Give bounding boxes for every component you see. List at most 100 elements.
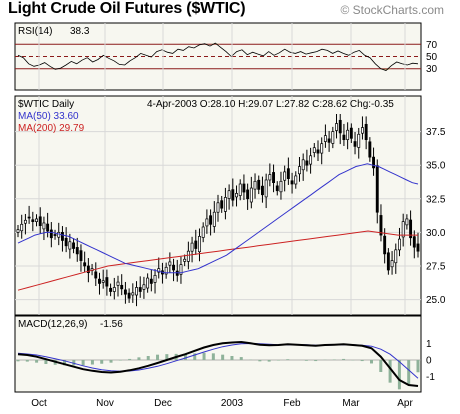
candle-body [27, 216, 31, 219]
candle-body [346, 129, 350, 141]
x-axis: Oct Nov Dec 2003 Feb Mar Apr [31, 398, 413, 409]
candle-body [60, 232, 64, 241]
candle-body [138, 287, 142, 292]
candle-body [305, 160, 309, 166]
candle-body [383, 235, 387, 255]
candle-body [153, 275, 157, 283]
candle-body [364, 123, 368, 141]
candle-body [72, 242, 76, 249]
candle-body [68, 241, 72, 250]
candle-body [116, 281, 120, 286]
candle-body [338, 119, 342, 134]
rsi-tick-label: 70 [426, 40, 438, 51]
candle-body [212, 211, 216, 227]
candle-body [149, 278, 153, 284]
price-tick-label: 27.5 [426, 261, 446, 272]
macd-tick-label: -1 [426, 372, 435, 383]
candle-body [290, 180, 294, 185]
candle-body [405, 218, 409, 226]
candle-body [309, 155, 313, 165]
candle-body [238, 183, 242, 196]
candle-body [249, 187, 253, 203]
candle-body [31, 219, 35, 222]
candle-body [38, 216, 42, 227]
candle-body [286, 168, 290, 179]
candle-body [79, 250, 83, 261]
candle-body [53, 234, 57, 236]
candle-body [353, 141, 357, 147]
candle-body [209, 215, 213, 225]
candle-body [398, 238, 401, 251]
candle-body [49, 229, 53, 239]
candle-body [360, 127, 364, 134]
candle-body [35, 218, 38, 222]
ma50-legend: MA(50) 33.60 [18, 111, 79, 122]
candle-body [409, 219, 413, 239]
x-tick-label: Dec [154, 398, 172, 409]
candle-body [312, 147, 316, 153]
candle-body [227, 190, 231, 199]
macd-value: -1.56 [100, 319, 123, 330]
brand-watermark: © StockCharts.com [340, 3, 444, 17]
rsi-tick-label: 30 [426, 64, 438, 75]
macd-tick-label: 0 [426, 356, 432, 367]
candle-body [175, 270, 179, 276]
candle-body [109, 287, 113, 292]
candle-body [412, 236, 416, 248]
candle-body [372, 156, 376, 169]
candle-body [253, 180, 257, 190]
candle-body [164, 266, 168, 275]
candle-body [264, 179, 268, 198]
candle-body [127, 292, 131, 299]
quote-line: 4-Apr-2003 O:28.10 H:29.07 L:27.82 C:28.… [147, 99, 394, 110]
candle-body [235, 193, 238, 198]
candle-body [368, 141, 372, 158]
rsi-tick-label: 50 [426, 52, 438, 63]
candle-body [401, 221, 405, 238]
candle-body [46, 223, 50, 232]
candle-body [327, 138, 331, 143]
macd-line [17, 340, 419, 387]
x-tick-label: Nov [96, 398, 114, 409]
candle-body [342, 134, 346, 141]
candle-body [231, 189, 235, 201]
candle-body [146, 277, 150, 289]
candle-body [94, 271, 98, 279]
candle-body [316, 149, 320, 154]
price-tick-label: 37.5 [426, 127, 446, 138]
candle-body [223, 197, 227, 212]
candle-body [172, 264, 176, 271]
candle-body [75, 247, 79, 255]
candle-body [257, 179, 261, 190]
ma200-line [17, 230, 418, 291]
candle-body [83, 262, 87, 267]
candle-body [279, 180, 283, 193]
candle-body [298, 166, 301, 175]
candle-body [142, 284, 146, 290]
candle-body [157, 268, 161, 273]
price-tick-label: 35.0 [426, 161, 446, 172]
candle-body [105, 277, 109, 287]
candle-body [123, 289, 127, 295]
candle-body [179, 264, 183, 275]
price-tick-label: 30.0 [426, 228, 446, 239]
x-tick-label: Feb [283, 398, 301, 409]
candle-body [64, 237, 68, 247]
candle-body [275, 185, 279, 192]
candle-body [394, 249, 398, 264]
candle-body [57, 232, 61, 238]
candle-body [120, 284, 124, 290]
candle-body [335, 123, 338, 131]
candle-body [186, 250, 190, 262]
candle-body [20, 223, 24, 232]
x-tick-label: Apr [397, 398, 413, 409]
candle-body [98, 278, 101, 284]
candle-body [283, 171, 287, 181]
price-panel: $WTIC Daily 4-Apr-2003 O:28.10 H:29.07 L… [14, 23, 446, 392]
chart-title: Light Crude Oil Futures ($WTIC) [8, 0, 246, 17]
candle-body [386, 252, 390, 271]
candle-body [42, 222, 46, 230]
candle-body [375, 165, 379, 213]
candle-body [323, 135, 327, 142]
